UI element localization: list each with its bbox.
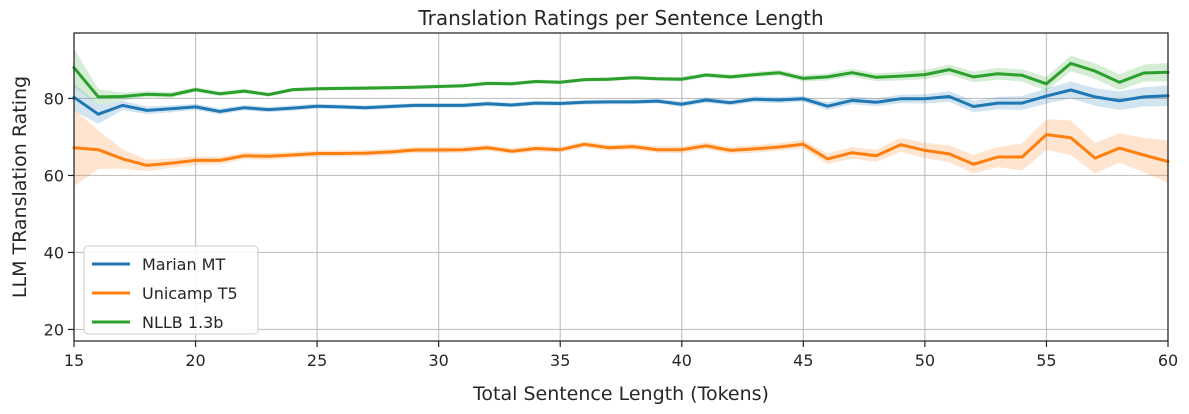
- y-tick-label: 20: [44, 320, 64, 339]
- x-axis-title: Total Sentence Length (Tokens): [472, 383, 769, 405]
- x-tick-label: 40: [672, 351, 692, 370]
- series-line-2: [72, 61, 1170, 99]
- y-axis: 20 40 60 80: [44, 89, 74, 339]
- legend: Marian MT Unicamp T5 NLLB 1.3b: [83, 245, 259, 335]
- legend-label: Marian MT: [142, 255, 225, 274]
- legend-label: Unicamp T5: [142, 284, 238, 303]
- x-tick-label: 60: [1158, 351, 1178, 370]
- x-tick-label: 45: [793, 351, 813, 370]
- y-tick-label: 60: [44, 166, 64, 185]
- x-tick-label: 35: [550, 351, 570, 370]
- series-line-0: [72, 88, 1170, 116]
- x-tick-label: 55: [1036, 351, 1056, 370]
- y-tick-label: 80: [44, 89, 64, 108]
- x-tick-label: 25: [307, 351, 327, 370]
- x-tick-label: 15: [64, 351, 84, 370]
- x-tick-label: 30: [428, 351, 448, 370]
- confidence-bands: [74, 48, 1168, 187]
- series-lines: [72, 61, 1170, 167]
- plot-frame: [73, 32, 1169, 342]
- legend-box: [83, 245, 259, 335]
- x-tick-label: 20: [185, 351, 205, 370]
- confidence-band-2: [74, 48, 1168, 105]
- legend-label: NLLB 1.3b: [142, 313, 223, 332]
- chart-title: Translation Ratings per Sentence Length: [417, 6, 823, 30]
- y-tick-label: 40: [44, 243, 64, 262]
- x-axis: 15 20 25 30 35 40 45 50 55 60: [64, 341, 1178, 370]
- y-axis-title: LLM TRanslation Rating: [9, 76, 31, 298]
- series-line-1: [72, 133, 1170, 167]
- x-tick-label: 50: [915, 351, 935, 370]
